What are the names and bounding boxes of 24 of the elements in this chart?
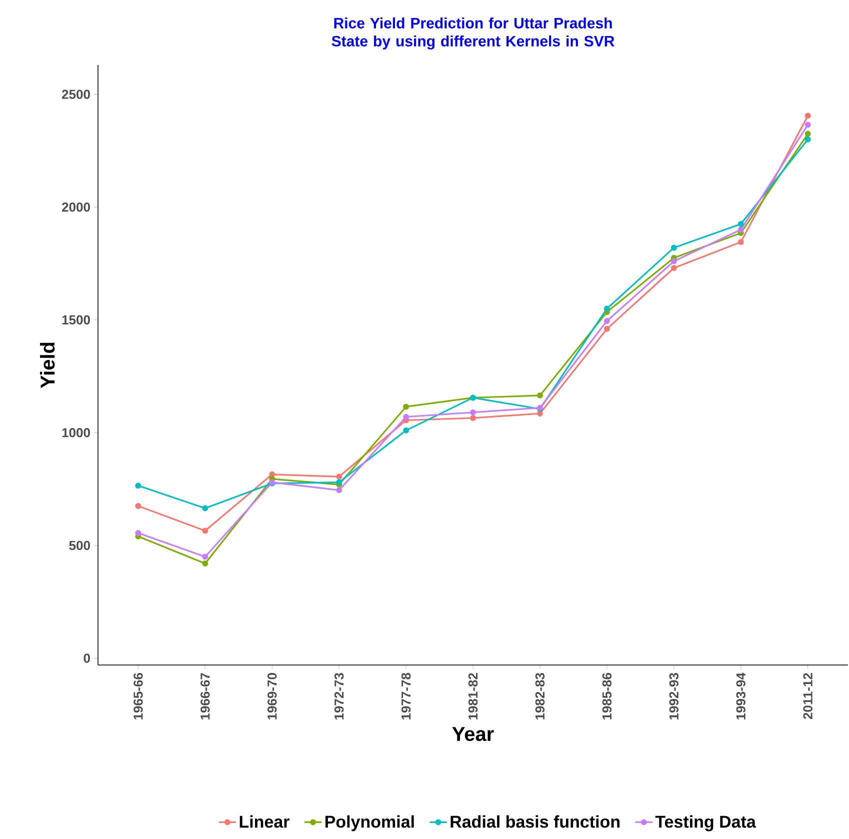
legend-label: Testing Data — [655, 815, 756, 832]
chart-title: Rice Yield Prediction for Uttar Pradesh State by using different Kernels in SVR — [332, 17, 614, 50]
x-tick-label: 1965-66 — [134, 672, 143, 720]
x-tick-label: 1966-67 — [200, 673, 210, 720]
y-tick-label: 0 — [84, 654, 90, 663]
x-tick-label: 1972-73 — [334, 672, 344, 720]
x-tick-label: 1992-93 — [669, 672, 679, 720]
x-tick-label: 1993-94 — [736, 672, 746, 720]
y-tick-label: 1000 — [62, 428, 90, 438]
x-tick-label: 1985-86 — [602, 672, 612, 720]
y-tick-label: 500 — [69, 540, 90, 550]
y-tick-label: 2000 — [62, 202, 90, 212]
y-axis-title: Yield — [40, 342, 55, 388]
x-axis-title: Year — [452, 727, 494, 742]
x-tick-label: 1977-78 — [401, 672, 411, 720]
x-tick-label: 1969-70 — [268, 673, 277, 720]
y-tick-label: 2500 — [62, 90, 90, 99]
x-tick-label: 1981-82 — [468, 673, 478, 720]
x-tick-label: 2011-12 — [803, 673, 812, 720]
legend-label: Radial basis function — [450, 815, 620, 828]
x-tick-label: 1982-83 — [535, 672, 545, 720]
y-tick-label: 1500 — [62, 315, 90, 324]
legend-label: Linear — [240, 815, 290, 828]
legend-label: Polynomial — [325, 815, 414, 832]
